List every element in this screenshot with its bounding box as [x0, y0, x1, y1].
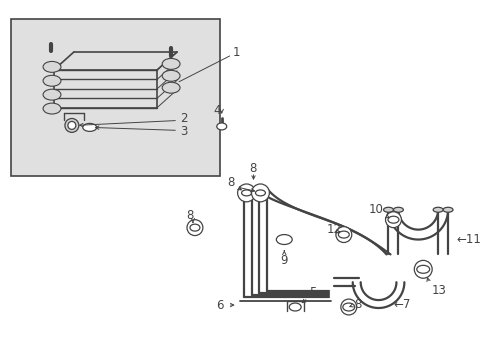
Ellipse shape	[43, 103, 61, 114]
Ellipse shape	[162, 58, 180, 69]
Text: 12: 12	[326, 223, 341, 236]
Text: 8: 8	[354, 297, 362, 311]
Circle shape	[65, 118, 79, 132]
Ellipse shape	[241, 190, 251, 196]
Circle shape	[237, 184, 255, 202]
Text: ←11: ←11	[455, 233, 480, 246]
Ellipse shape	[43, 75, 61, 86]
Circle shape	[413, 260, 431, 278]
Ellipse shape	[162, 82, 180, 93]
Ellipse shape	[432, 207, 442, 212]
Ellipse shape	[255, 190, 265, 196]
Text: 8: 8	[249, 162, 256, 175]
Circle shape	[385, 212, 401, 228]
Text: 6: 6	[215, 298, 223, 311]
Circle shape	[186, 220, 203, 235]
Text: 13: 13	[430, 284, 445, 297]
Circle shape	[335, 227, 351, 243]
Text: 8: 8	[185, 209, 193, 222]
Circle shape	[251, 184, 269, 202]
Text: 10: 10	[368, 203, 383, 216]
Text: 9: 9	[280, 255, 287, 267]
Ellipse shape	[43, 62, 61, 72]
Ellipse shape	[393, 207, 403, 212]
Text: 2: 2	[180, 112, 187, 125]
Ellipse shape	[338, 231, 348, 238]
Ellipse shape	[383, 207, 393, 212]
Text: ←7: ←7	[393, 297, 410, 311]
Ellipse shape	[387, 216, 398, 223]
Text: 8: 8	[227, 176, 235, 189]
Text: 1: 1	[232, 46, 240, 59]
Circle shape	[340, 299, 356, 315]
Ellipse shape	[162, 70, 180, 81]
Ellipse shape	[216, 123, 226, 130]
Text: 3: 3	[180, 125, 187, 138]
Ellipse shape	[43, 89, 61, 100]
Text: 4: 4	[213, 104, 221, 117]
Bar	[11, 19, 219, 176]
Ellipse shape	[342, 303, 354, 311]
Circle shape	[68, 121, 76, 129]
Ellipse shape	[442, 207, 452, 212]
Ellipse shape	[190, 224, 200, 231]
Ellipse shape	[288, 303, 301, 311]
Ellipse shape	[82, 123, 97, 131]
Ellipse shape	[416, 265, 429, 273]
Ellipse shape	[276, 235, 292, 244]
Text: 5: 5	[308, 285, 316, 299]
